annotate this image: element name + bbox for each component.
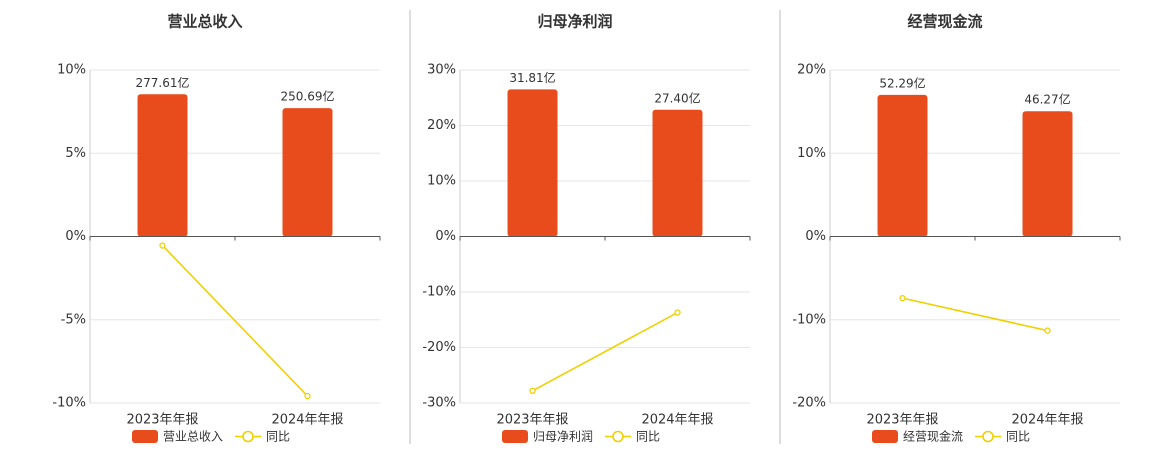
x-tick-label: 2024年年报	[641, 413, 713, 428]
point	[899, 294, 906, 302]
legend-swatch	[612, 430, 624, 443]
point	[159, 242, 166, 249]
x-tick-label: 2023年年报	[126, 413, 198, 428]
y-tick-label: 10%	[57, 63, 86, 78]
x-tick-label: 2023年年报	[866, 413, 938, 428]
y-tick-label: -20%	[422, 340, 456, 355]
y-tick-label: -10%	[792, 312, 826, 327]
y-tick-label: 0%	[805, 229, 826, 244]
y-tick-label: 0%	[65, 229, 86, 244]
line	[902, 297, 1048, 332]
point	[304, 392, 311, 400]
value-label: 52.29亿	[879, 75, 925, 90]
bar	[877, 94, 928, 237]
bar	[137, 94, 188, 237]
bar	[1022, 111, 1073, 237]
legend-swatch	[502, 430, 528, 443]
y-tick-label: 0%	[435, 229, 456, 244]
bar	[507, 89, 558, 237]
legend-label: 同比	[636, 430, 660, 444]
legend-label: 同比	[1006, 430, 1030, 444]
point	[674, 309, 681, 316]
legend-label: 营业总收入	[163, 430, 223, 444]
x-tick-label: 2024年年报	[271, 413, 343, 428]
chart-title: 经营现金流	[907, 13, 982, 31]
value-label: 46.27亿	[1024, 92, 1070, 107]
legend-swatch	[242, 430, 254, 443]
x-tick-label: 2023年年报	[496, 413, 568, 428]
legend-swatch	[872, 430, 898, 443]
legend-label: 归母净利润	[533, 430, 593, 444]
y-tick-label: 30%	[427, 63, 456, 78]
value-label: 27.40亿	[654, 90, 700, 105]
line	[161, 244, 309, 397]
y-tick-label: -10%	[422, 285, 456, 300]
y-tick-label: -20%	[792, 396, 826, 411]
y-tick-label: 10%	[797, 146, 826, 161]
y-tick-label: -10%	[52, 396, 86, 411]
x-tick-label: 2024年年报	[1011, 413, 1083, 428]
legend-label: 同比	[266, 430, 290, 444]
legend-swatch	[132, 430, 158, 443]
legend-swatch	[982, 430, 994, 443]
y-tick-label: 5%	[65, 146, 86, 161]
chart-title: 归母净利润	[537, 13, 612, 31]
y-tick-label: 10%	[427, 174, 456, 189]
point	[529, 387, 536, 394]
bar	[282, 108, 333, 237]
chart-title: 营业总收入	[167, 13, 242, 31]
value-label: 250.69亿	[281, 89, 335, 104]
point	[1044, 327, 1051, 334]
bar	[652, 109, 703, 237]
y-tick-label: -30%	[422, 396, 456, 411]
y-tick-label: 20%	[797, 63, 826, 78]
value-label: 31.81亿	[509, 70, 555, 85]
value-label: 277.61亿	[136, 75, 190, 90]
line	[532, 311, 678, 392]
legend-label: 经营现金流	[903, 429, 963, 444]
y-tick-label: -5%	[61, 312, 86, 327]
y-tick-label: 20%	[427, 118, 456, 133]
